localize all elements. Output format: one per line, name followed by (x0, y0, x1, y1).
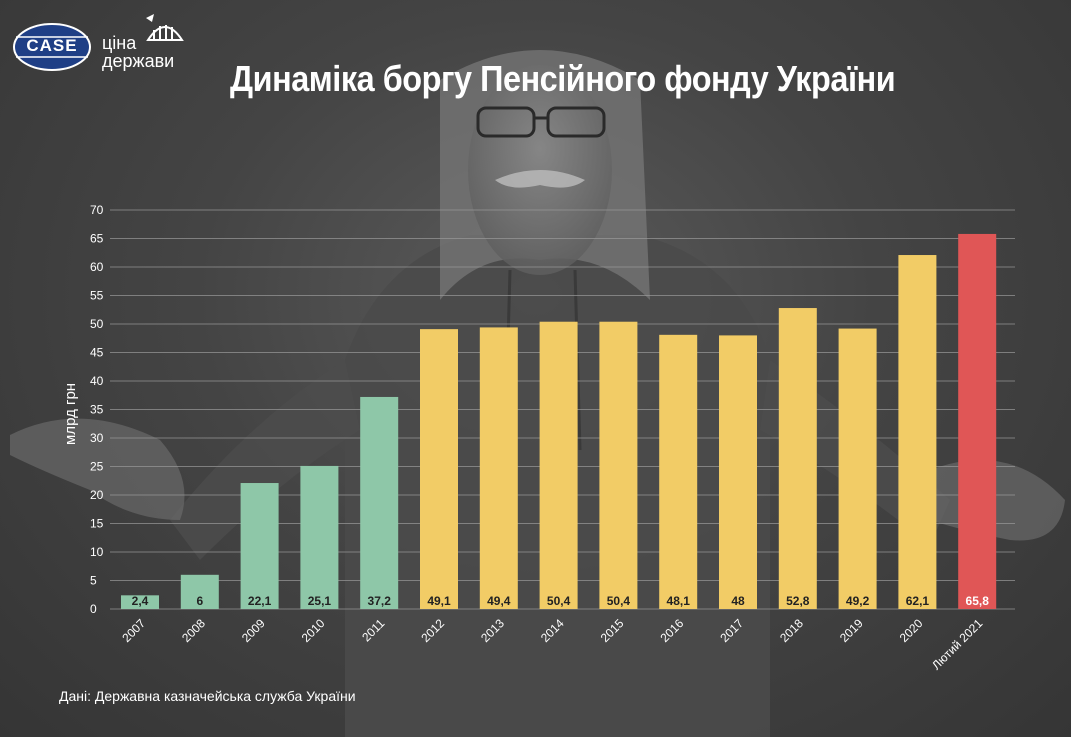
y-tick-label: 65 (90, 232, 104, 246)
x-tick-label: 2014 (538, 616, 567, 645)
y-tick-label: 0 (90, 602, 97, 616)
bar (240, 483, 279, 609)
y-tick-label: 60 (90, 260, 104, 274)
bar-value-label: 52,8 (786, 594, 810, 608)
bar-value-label: 22,1 (248, 594, 272, 608)
y-tick-label: 35 (90, 403, 104, 417)
y-tick-label: 50 (90, 317, 104, 331)
source-note: Дані: Державна казначейська служба Украї… (59, 688, 356, 704)
logo-line-1: ціна (102, 33, 137, 53)
y-tick-label: 45 (90, 346, 104, 360)
bar-value-label: 49,4 (487, 594, 511, 608)
bar (360, 396, 399, 609)
bar-value-label: 50,4 (547, 594, 571, 608)
x-tick-label: 2015 (598, 616, 627, 645)
logo-line-2: держави (102, 51, 175, 71)
parliament-icon (146, 14, 184, 41)
bar-value-label: 49,2 (846, 594, 870, 608)
case-logo-text: CASE (26, 36, 78, 55)
x-tick-label: 2011 (359, 616, 387, 644)
bar-value-label: 6 (196, 594, 203, 608)
x-tick-label: 2007 (119, 616, 148, 645)
bar (599, 321, 638, 609)
bar (778, 308, 817, 609)
x-tick-label: 2008 (179, 616, 208, 645)
y-tick-label: 10 (90, 545, 104, 559)
x-tick-label: 2013 (478, 616, 507, 645)
bar (838, 328, 877, 609)
bar-value-label: 49,1 (427, 594, 451, 608)
y-tick-label: 70 (90, 203, 104, 217)
bar (958, 233, 997, 609)
bar-value-label: 50,4 (607, 594, 631, 608)
bar-value-label: 37,2 (368, 594, 392, 608)
bar (719, 335, 757, 609)
x-tick-label: 2012 (418, 616, 447, 645)
bar-value-label: 48,1 (667, 594, 691, 608)
bar-value-label: 2,4 (132, 594, 149, 608)
bar-value-label: 25,1 (308, 594, 332, 608)
x-tick-label: 2009 (239, 616, 268, 645)
bar (121, 595, 159, 609)
y-tick-label: 20 (90, 488, 104, 502)
case-logo-icon (13, 23, 91, 71)
bar (539, 321, 578, 609)
bar-value-label: 48 (731, 594, 745, 608)
y-tick-label: 30 (90, 431, 104, 445)
y-tick-label: 25 (90, 460, 104, 474)
y-tick-label: 55 (90, 289, 104, 303)
y-tick-label: 5 (90, 574, 97, 588)
y-tick-label: 15 (90, 517, 104, 531)
x-tick-label: 2019 (837, 616, 866, 645)
bar (180, 574, 219, 609)
bar (659, 334, 698, 609)
x-tick-label: Лютий 2021 (929, 616, 985, 672)
y-tick-label: 40 (90, 374, 104, 388)
bar-value-label: 62,1 (906, 594, 930, 608)
x-tick-label: 2017 (717, 616, 746, 645)
page-title: Динаміка боргу Пенсійного фонду України (230, 58, 896, 99)
x-tick-label: 2010 (299, 616, 328, 645)
x-tick-label: 2018 (777, 616, 806, 645)
cina-derzhavy-logo: ціна держави (102, 34, 174, 70)
x-tick-label: 2020 (897, 616, 926, 645)
bar (300, 465, 339, 609)
x-tick-label: 2016 (658, 616, 687, 645)
bar-value-label: 65,8 (966, 594, 990, 608)
bar (898, 255, 937, 609)
bar (479, 327, 518, 609)
bar (420, 329, 458, 609)
